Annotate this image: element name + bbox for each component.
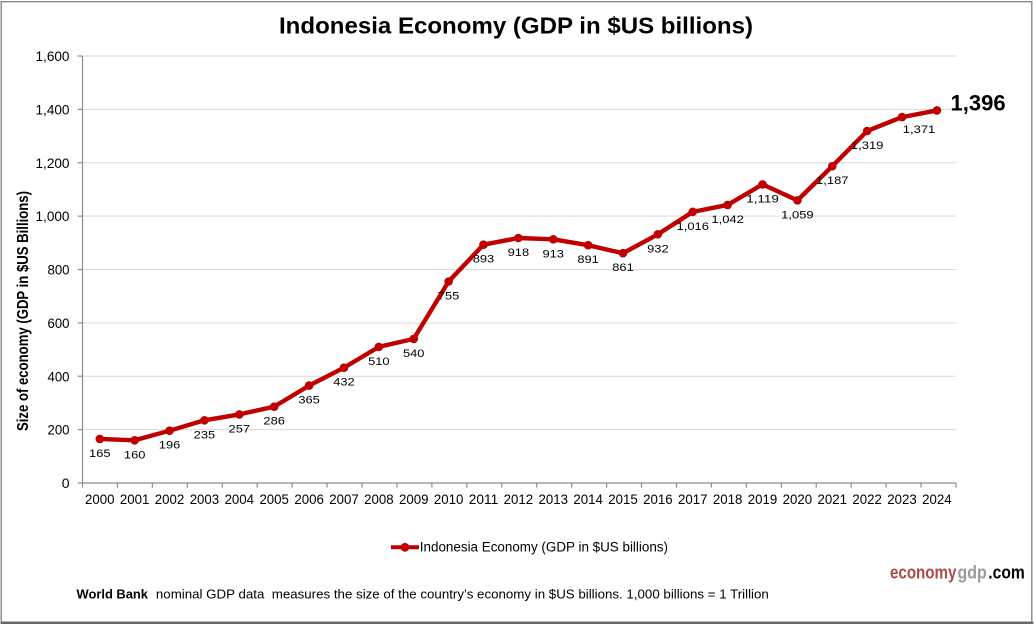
svg-text:1,319: 1,319 <box>851 140 884 152</box>
svg-text:Indonesia Economy (GDP in $US: Indonesia Economy (GDP in $US billions) <box>279 13 753 39</box>
svg-text:2013: 2013 <box>538 491 568 507</box>
svg-text:.com: .com <box>988 562 1025 582</box>
svg-text:2006: 2006 <box>294 491 324 507</box>
svg-text:2016: 2016 <box>643 491 673 507</box>
svg-text:1,396: 1,396 <box>951 91 1006 116</box>
svg-text:510: 510 <box>368 356 390 368</box>
svg-text:1,187: 1,187 <box>816 175 849 187</box>
svg-text:196: 196 <box>159 440 181 452</box>
svg-text:2018: 2018 <box>713 491 743 507</box>
svg-text:2008: 2008 <box>364 491 394 507</box>
svg-text:893: 893 <box>473 254 495 266</box>
svg-text:2015: 2015 <box>608 491 638 507</box>
svg-text:2009: 2009 <box>399 491 429 507</box>
svg-text:861: 861 <box>612 262 634 274</box>
svg-text:918: 918 <box>508 247 530 259</box>
svg-text:600: 600 <box>48 315 70 331</box>
svg-text:165: 165 <box>89 448 111 460</box>
svg-text:2020: 2020 <box>783 491 813 507</box>
svg-text:1,119: 1,119 <box>746 193 779 205</box>
svg-text:755: 755 <box>438 291 460 303</box>
svg-text:400: 400 <box>48 368 70 384</box>
svg-text:1,400: 1,400 <box>36 101 70 117</box>
svg-text:2012: 2012 <box>504 491 534 507</box>
svg-text:Indonesia Economy (GDP in $US: Indonesia Economy (GDP in $US billions) <box>420 539 668 554</box>
svg-text:2017: 2017 <box>678 491 708 507</box>
svg-text:2000: 2000 <box>85 491 115 507</box>
svg-text:2011: 2011 <box>469 491 499 507</box>
svg-text:2014: 2014 <box>573 491 603 507</box>
svg-text:2019: 2019 <box>748 491 778 507</box>
svg-text:800: 800 <box>48 262 70 278</box>
svg-text:2023: 2023 <box>887 491 917 507</box>
svg-text:2004: 2004 <box>225 491 255 507</box>
svg-text:235: 235 <box>194 429 216 441</box>
svg-text:365: 365 <box>298 395 320 407</box>
svg-text:2003: 2003 <box>190 491 220 507</box>
svg-text:540: 540 <box>403 348 425 360</box>
svg-text:2010: 2010 <box>434 491 464 507</box>
svg-text:913: 913 <box>542 248 564 260</box>
svg-text:1,059: 1,059 <box>781 209 814 221</box>
svg-text:1,600: 1,600 <box>36 48 70 64</box>
svg-text:0: 0 <box>62 475 70 491</box>
svg-text:2002: 2002 <box>155 491 185 507</box>
svg-text:1,000: 1,000 <box>36 208 70 224</box>
svg-text:economy: economy <box>890 562 956 582</box>
svg-text:257: 257 <box>229 423 251 435</box>
svg-text:1,371: 1,371 <box>903 124 936 136</box>
svg-text:286: 286 <box>263 416 285 428</box>
svg-text:1,042: 1,042 <box>711 214 744 226</box>
svg-text:2007: 2007 <box>329 491 359 507</box>
svg-text:2005: 2005 <box>259 491 289 507</box>
svg-text:gdp: gdp <box>958 562 987 582</box>
svg-text:2001: 2001 <box>120 491 150 507</box>
svg-text:2024: 2024 <box>922 491 952 507</box>
svg-text:2022: 2022 <box>852 491 882 507</box>
svg-text:160: 160 <box>124 449 146 461</box>
svg-text:891: 891 <box>577 254 599 266</box>
svg-text:432: 432 <box>333 377 355 389</box>
svg-text:Size of economy (GDP in $US Bi: Size of economy (GDP in $US Billions) <box>15 191 32 431</box>
svg-text:932: 932 <box>647 243 669 255</box>
svg-text:1,200: 1,200 <box>36 155 70 171</box>
svg-text:World Bank: World Bank <box>77 587 149 602</box>
svg-text:1,016: 1,016 <box>677 221 710 233</box>
svg-text:nominal GDP data measures the: nominal GDP data measures the size of th… <box>156 587 769 602</box>
svg-text:200: 200 <box>48 422 70 438</box>
svg-text:2021: 2021 <box>818 491 848 507</box>
